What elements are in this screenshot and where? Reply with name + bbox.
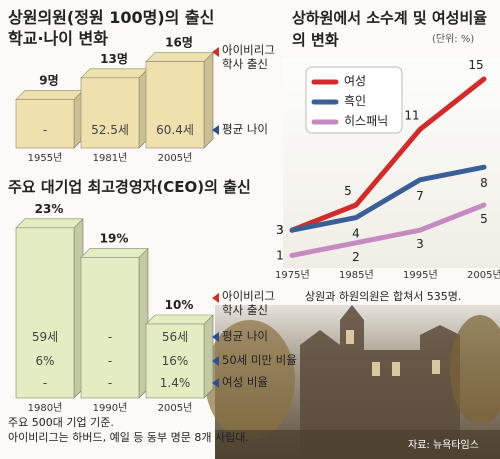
unit-label: (단위: %) bbox=[432, 34, 475, 45]
bar bbox=[80, 77, 140, 149]
bar-inner-label: 1.4% bbox=[160, 376, 191, 390]
chart-title: 상원의원(정원 100명)의 출신학교·나이 변화 bbox=[8, 8, 215, 48]
footnote: 아이비리그는 하버드, 예일 등 동부 명문 8개 사립대. bbox=[8, 431, 249, 444]
x-tick-label: 1995년 bbox=[403, 270, 438, 281]
bar-top bbox=[145, 314, 214, 325]
note: 상원과 하원의원은 합쳐서 535명. bbox=[305, 290, 462, 303]
value-label: 5 bbox=[480, 212, 488, 226]
bar-inner-label: - bbox=[43, 123, 47, 137]
bar bbox=[15, 227, 75, 399]
bar-inner-label: 59세 bbox=[32, 330, 58, 344]
value-label: 19% bbox=[100, 231, 129, 245]
series-line bbox=[289, 164, 487, 233]
value-label: 8 bbox=[480, 176, 488, 190]
bar-inner-label: 6% bbox=[35, 354, 54, 368]
x-tick-label: 2005년 bbox=[467, 270, 500, 281]
value-label: 5 bbox=[344, 184, 352, 198]
bar bbox=[145, 323, 205, 399]
bar-inner-label: 60.4세 bbox=[156, 123, 194, 137]
bar bbox=[145, 61, 205, 149]
bar bbox=[80, 257, 140, 399]
series-line bbox=[289, 202, 487, 258]
value-label: 10% bbox=[165, 298, 194, 312]
bar-side bbox=[203, 51, 214, 149]
x-tick-label: 2005년 bbox=[158, 402, 193, 414]
legend-marker bbox=[212, 47, 219, 57]
x-tick-label: 1990년 bbox=[93, 402, 128, 414]
legend-label: 흑인 bbox=[344, 94, 367, 108]
bar-inner-label: - bbox=[108, 376, 112, 390]
x-tick-label: 1980년 bbox=[28, 402, 63, 414]
legend-marker bbox=[212, 356, 219, 366]
value-label: 3 bbox=[276, 223, 284, 237]
x-tick-label: 1985년 bbox=[339, 270, 374, 281]
bar-inner-label: - bbox=[108, 354, 112, 368]
value-label: 4 bbox=[352, 227, 360, 241]
bar-inner-label: - bbox=[108, 330, 112, 344]
x-tick-label: 1955년 bbox=[28, 152, 63, 164]
value-label: 7 bbox=[416, 189, 424, 203]
series-line bbox=[289, 76, 487, 233]
legend-marker bbox=[212, 125, 219, 135]
legend-label: 평균 나이 bbox=[222, 329, 268, 343]
bar-inner-label: 56세 bbox=[162, 330, 188, 344]
photo bbox=[205, 305, 500, 459]
chart-title: 상하원에서 소수계 및 여성비율의 변화 bbox=[292, 9, 488, 49]
legend-label: 50세 미만 비율 bbox=[222, 353, 297, 367]
value-label: 9명 bbox=[39, 73, 58, 87]
legend-label: 여성 비율 bbox=[222, 375, 268, 389]
chart-title: 주요 대기업 최고경영자(CEO)의 출신 bbox=[8, 178, 251, 196]
value-label: 3 bbox=[416, 237, 424, 251]
bar-inner-label: - bbox=[43, 376, 47, 390]
bar-top bbox=[80, 68, 149, 79]
value-label: 13명 bbox=[100, 52, 128, 66]
x-tick-label: 1981년 bbox=[93, 152, 128, 164]
bar-side bbox=[203, 314, 214, 399]
bar-top bbox=[145, 52, 214, 62]
value-label: 1 bbox=[276, 248, 284, 262]
bar-inner-label: 52.5세 bbox=[91, 123, 129, 137]
legend-label: 히스패닉 bbox=[344, 114, 389, 128]
legend-label: 평균 나이 bbox=[222, 122, 268, 136]
bar-top bbox=[15, 90, 84, 100]
value-label: 2 bbox=[352, 250, 360, 264]
bar-inner-label: 16% bbox=[162, 354, 189, 368]
bar-top bbox=[15, 218, 84, 229]
x-tick-label: 2005년 bbox=[158, 152, 193, 164]
legend-label: 아이비리그 학사 출신 bbox=[222, 289, 275, 317]
legend-marker bbox=[212, 332, 219, 342]
value-label: 15 bbox=[468, 58, 483, 72]
value-label: 11 bbox=[404, 108, 419, 122]
source: 자료: 뉴욕타임스 bbox=[408, 440, 479, 451]
legend-label: 아이비리그 학사 출신 bbox=[222, 43, 275, 71]
x-tick-label: 1975년 bbox=[275, 270, 310, 281]
legend-marker bbox=[212, 378, 219, 388]
bar-top bbox=[80, 248, 149, 258]
legend-label: 여성 bbox=[344, 74, 367, 88]
bar bbox=[15, 99, 75, 149]
value-label: 3 bbox=[276, 223, 284, 237]
value-label: 16명 bbox=[165, 36, 193, 50]
value-label: 23% bbox=[35, 202, 64, 216]
legend-marker bbox=[212, 293, 219, 303]
footnote: 주요 500대 기업 기준. bbox=[8, 416, 114, 429]
